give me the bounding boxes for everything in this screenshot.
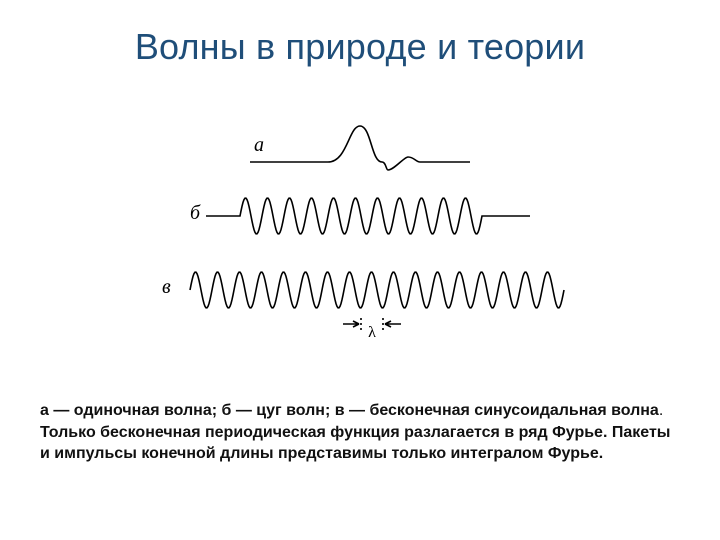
wave-row-c: в (150, 260, 570, 320)
lambda-svg: λ (150, 318, 570, 344)
wave-label-c: в (162, 276, 171, 299)
wave-label-b: б (190, 202, 200, 225)
figure-caption: а — одиночная волна; б — цуг волн; в — б… (40, 400, 680, 465)
caption-line2: Только бесконечная периодическая функция… (40, 424, 670, 463)
wave-row-b: б (170, 186, 590, 246)
caption-line1: а — одиночная волна; б — цуг волн; в — б… (40, 402, 659, 419)
wave-figure: а б в λ (150, 120, 570, 360)
wave-c-svg (150, 260, 570, 320)
wave-b-svg (170, 186, 550, 246)
lambda-marker: λ (150, 318, 570, 342)
slide: Волны в природе и теории а б в λ (0, 0, 720, 540)
svg-text:λ: λ (368, 324, 376, 341)
wave-b-path (206, 198, 530, 234)
wave-row-a: а (210, 120, 630, 176)
wave-c-path (190, 272, 564, 308)
wave-a-path (250, 126, 470, 170)
caption-period: . (659, 402, 663, 419)
page-title: Волны в природе и теории (0, 26, 720, 68)
wave-label-a: а (254, 134, 264, 157)
